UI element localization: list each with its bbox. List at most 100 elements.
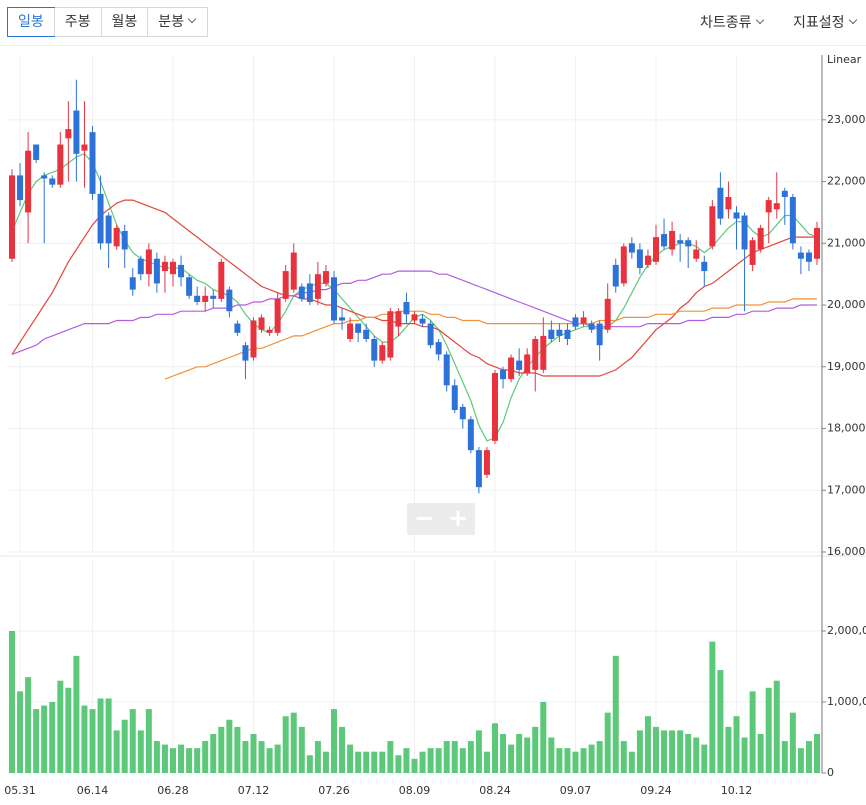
volume-bar xyxy=(202,741,209,773)
volume-bar xyxy=(113,730,120,773)
candle-body xyxy=(532,339,539,370)
candle-body xyxy=(379,345,386,361)
candle-body xyxy=(508,357,515,380)
candle-body xyxy=(596,323,603,346)
candle-body xyxy=(475,450,482,488)
volume-bar xyxy=(733,716,740,773)
candle-body xyxy=(653,237,659,262)
candle-body xyxy=(186,277,193,296)
candle-body xyxy=(210,295,217,299)
candle-body xyxy=(644,255,651,265)
volume-bar xyxy=(483,751,490,773)
candle-body xyxy=(242,345,249,361)
volume-bar xyxy=(387,741,394,773)
tab[interactable]: 월봉 xyxy=(100,8,148,36)
volume-bar xyxy=(532,726,539,773)
volume-bar xyxy=(153,741,160,773)
volume-bar xyxy=(475,730,482,773)
x-tick-label: 08.09 xyxy=(399,784,431,797)
volume-bar xyxy=(339,726,346,773)
volume-bar xyxy=(620,741,627,773)
volume-bar xyxy=(814,733,820,773)
candle-body xyxy=(435,342,442,355)
candle-body xyxy=(540,335,547,370)
volume-bar xyxy=(717,670,724,773)
candle-body xyxy=(226,289,233,312)
candle-body xyxy=(25,150,32,213)
candle-body xyxy=(363,329,370,339)
candle-body xyxy=(661,234,668,247)
volume-y-tick-label: 0 xyxy=(827,766,834,779)
volume-bar xyxy=(170,748,176,773)
y-tick-label: 22,000 xyxy=(827,175,866,188)
candle-body xyxy=(258,317,265,330)
volume-bar xyxy=(669,730,676,773)
volume-bar xyxy=(161,744,168,773)
volume-bar xyxy=(282,716,289,773)
candle-body xyxy=(524,354,531,373)
candle-body xyxy=(709,206,716,247)
menu-label: 차트종류 xyxy=(700,15,752,31)
volume-bar xyxy=(57,680,64,773)
candle-body xyxy=(419,318,426,324)
zoom-in[interactable]: + xyxy=(447,504,469,532)
volume-bar xyxy=(347,744,354,773)
volume-bar xyxy=(508,744,515,773)
candle-body xyxy=(73,110,80,154)
candle-body xyxy=(314,274,321,299)
volume-bar xyxy=(604,712,611,773)
scale-label: Linear xyxy=(827,53,862,66)
candle-body xyxy=(693,249,700,259)
candle-body xyxy=(467,419,474,451)
volume-bar xyxy=(677,730,684,773)
candle-body xyxy=(757,227,764,250)
volume-bar xyxy=(749,691,756,773)
candle-body xyxy=(628,243,635,253)
volume-bar xyxy=(41,705,48,773)
candle-body xyxy=(717,187,724,219)
y-tick-label: 21,000 xyxy=(827,236,866,249)
candle-body xyxy=(49,178,56,185)
candle-body xyxy=(492,372,498,441)
candle-body xyxy=(500,369,507,380)
volume-bar xyxy=(709,641,716,773)
candle-body xyxy=(612,264,619,287)
candle-body xyxy=(113,227,120,247)
candle-body xyxy=(781,190,788,197)
volume-bar xyxy=(322,751,329,773)
tab[interactable]: 분봉 xyxy=(147,8,207,36)
volume-bar xyxy=(258,741,265,773)
y-tick-label: 17,000 xyxy=(827,483,866,496)
volume-bar xyxy=(644,716,651,773)
tab[interactable]: 일봉 xyxy=(7,7,55,37)
candle-body xyxy=(588,323,595,330)
candle-body xyxy=(483,450,490,475)
volume-bar xyxy=(379,751,386,773)
candle-body xyxy=(580,317,587,324)
menu[interactable]: 차트종류 xyxy=(700,12,765,32)
volume-bar xyxy=(467,741,474,773)
moving-average xyxy=(164,298,817,380)
tab[interactable]: 주봉 xyxy=(53,8,101,36)
volume-bar xyxy=(805,741,812,773)
candle-body xyxy=(789,197,796,244)
x-tick-label: 08.24 xyxy=(479,784,511,797)
volume-bar xyxy=(789,712,796,773)
candle-body xyxy=(451,385,458,410)
candle-body xyxy=(298,286,305,299)
zoom-out[interactable]: − xyxy=(413,504,435,532)
x-tick-label: 09.24 xyxy=(640,784,672,797)
volume-bar xyxy=(105,698,112,773)
volume-bar xyxy=(435,748,442,773)
candle-body xyxy=(218,261,225,299)
volume-bar xyxy=(274,744,281,773)
candle-body xyxy=(669,230,676,250)
candle-body xyxy=(339,317,346,321)
volume-bar xyxy=(331,709,337,773)
candle-body xyxy=(604,298,611,330)
menu[interactable]: 지표설정 xyxy=(793,12,858,32)
volume-bar xyxy=(580,748,587,773)
zoom-controls: − + xyxy=(407,503,475,535)
